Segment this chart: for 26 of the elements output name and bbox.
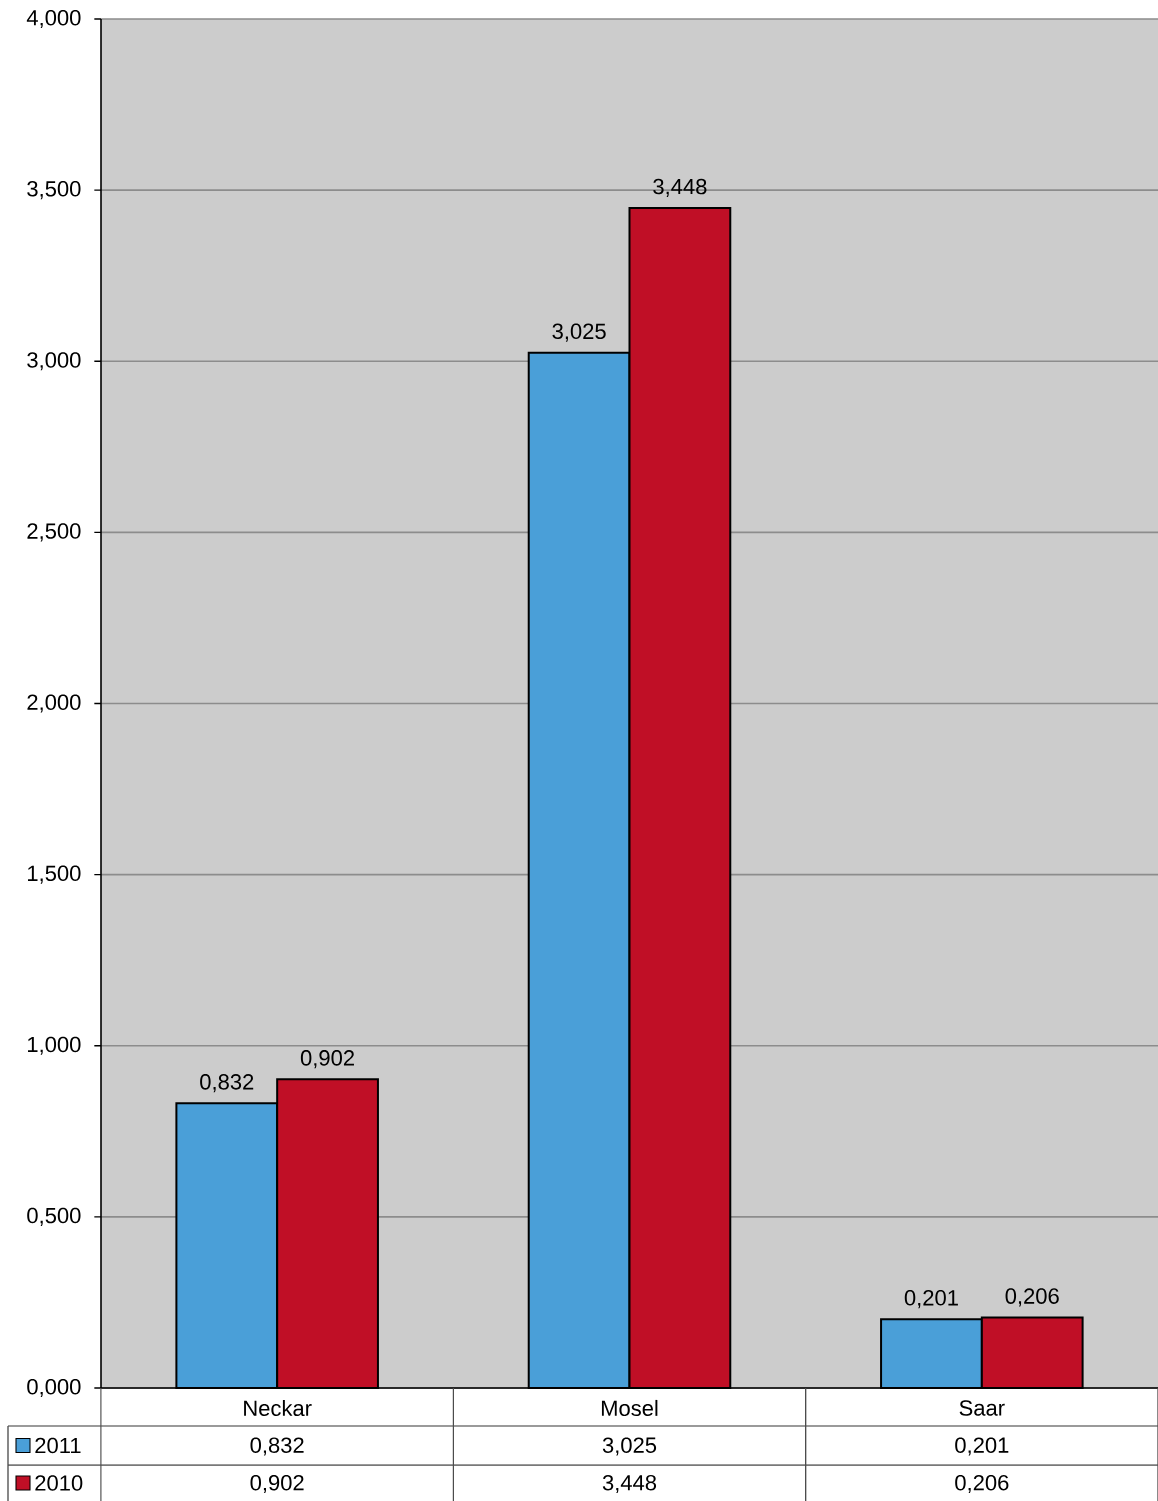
- text: 0,201: [904, 1290, 958, 1309]
- x-tick-label: Saar: [959, 1400, 1005, 1416]
- y-tick-label: 0,000: [27, 1378, 81, 1398]
- data-label: 3,448: [602, 1474, 657, 1494]
- legend-label: 2011: [35, 1437, 81, 1454]
- text: 3,025: [552, 323, 606, 342]
- y-tick-label: 4,000: [26, 9, 81, 29]
- y-tick-label: 0,500: [27, 1207, 81, 1226]
- legend-label: 2010: [35, 1475, 83, 1491]
- x-tick-label: Mosel: [601, 1399, 658, 1417]
- y-tick-label: 2,000: [27, 694, 81, 713]
- text: 3,448: [653, 178, 707, 197]
- y-tick-label: 3,000: [27, 352, 81, 371]
- y-tick-label: 3,500: [27, 181, 81, 200]
- text: 0,902: [300, 1050, 354, 1069]
- y-tick-label: 1,000: [28, 1036, 81, 1055]
- text: 0,206: [1005, 1288, 1059, 1307]
- data-label: 0,201: [955, 1437, 1009, 1456]
- data-label: 0,902: [250, 1474, 304, 1494]
- y-tick-label: 1,500: [28, 865, 81, 884]
- data-label: 3,025: [602, 1437, 657, 1456]
- x-tick-label: Neckar: [244, 1399, 312, 1417]
- text: 0,832: [200, 1074, 254, 1093]
- y-tick-label: 2,500: [27, 523, 81, 542]
- data-label: 0,206: [955, 1474, 1009, 1494]
- data-label: 0,832: [250, 1437, 304, 1456]
